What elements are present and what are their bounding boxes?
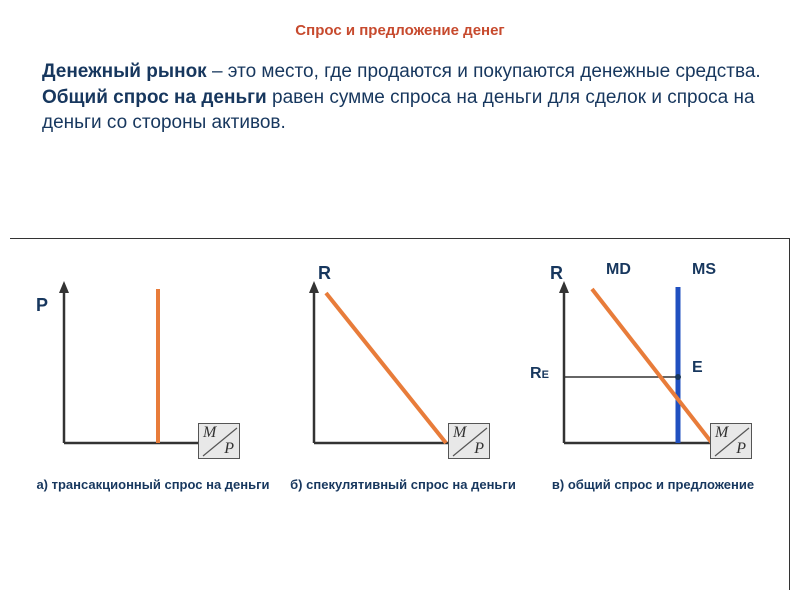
- chart-c-re-label: RE: [530, 365, 549, 383]
- chart-b: R M P б) спекулятивный спрос на деньги: [278, 267, 528, 494]
- chart-a-fraction-box: M P: [198, 423, 240, 459]
- frac-m-b: M: [453, 424, 466, 442]
- chart-b-fraction-box: M P: [448, 423, 490, 459]
- bold-term-2: Общий спрос на деньги: [42, 87, 267, 108]
- chart-a-ylabel: P: [36, 295, 48, 316]
- chart-a: P M P а) трансакционный спрос на деньги: [28, 267, 278, 494]
- chart-c-fraction-box: M P: [710, 423, 752, 459]
- chart-b-caption: б) спекулятивный спрос на деньги: [278, 477, 528, 494]
- frac-m: M: [203, 424, 216, 442]
- chart-a-caption: а) трансакционный спрос на деньги: [28, 477, 278, 494]
- chart-c-ms-label: MS: [692, 261, 716, 279]
- bold-term-1: Денежный рынок: [42, 61, 207, 82]
- para-1-rest: – это место, где продаются и покупаются …: [207, 61, 761, 82]
- chart-c-e-label: E: [692, 359, 703, 377]
- chart-c-caption: в) общий спрос и предложение: [528, 477, 778, 494]
- frac-m-c: M: [715, 424, 728, 442]
- frac-p-c: P: [736, 440, 746, 458]
- charts-panel: P M P а) трансакционный спрос на деньги …: [10, 238, 790, 590]
- chart-c-md-label: MD: [606, 261, 631, 279]
- paragraph-2: Общий спрос на деньги равен сумме спроса…: [42, 85, 762, 136]
- chart-c-ylabel: R: [550, 263, 563, 284]
- paragraph-1: Денежный рынок – это место, где продаютс…: [42, 59, 762, 85]
- chart-c: R MD MS E RE M P в) общий спрос и предло…: [528, 267, 778, 494]
- page-title: Спрос и предложение денег: [0, 0, 800, 55]
- chart-b-ylabel: R: [318, 263, 331, 284]
- body-text: Денежный рынок – это место, где продаютс…: [0, 55, 800, 136]
- frac-p-b: P: [474, 440, 484, 458]
- frac-p: P: [224, 440, 234, 458]
